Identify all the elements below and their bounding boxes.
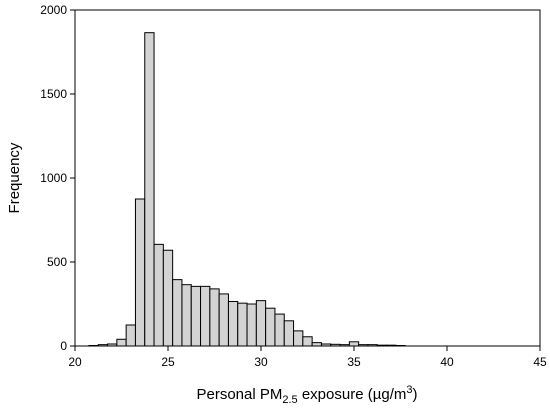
histogram-bar <box>116 338 127 347</box>
x-tick-label: 45 <box>533 355 547 369</box>
x-tick-label: 20 <box>68 355 82 369</box>
histogram-bar <box>246 303 257 347</box>
histogram-bar <box>358 344 369 347</box>
x-tick-label: 25 <box>161 355 175 369</box>
histogram-bar <box>181 284 192 347</box>
histogram-bar <box>144 32 155 347</box>
histogram-bar <box>386 344 397 347</box>
y-axis-title: Frequency <box>6 142 23 213</box>
histogram-bar <box>255 300 267 347</box>
x-tick-label: 35 <box>347 355 361 369</box>
x-axis-title: Personal PM2.5 exposure (µg/m3) <box>197 384 418 406</box>
histogram-bar <box>330 343 341 347</box>
histogram-bar <box>190 285 202 347</box>
y-tick-label: 0 <box>60 339 67 353</box>
histogram-bar <box>227 300 239 347</box>
histogram-bar <box>200 285 211 347</box>
histogram-bar <box>274 313 285 347</box>
y-tick-label: 2000 <box>40 3 67 17</box>
histogram-bar <box>237 302 248 347</box>
histogram-bar <box>97 344 109 347</box>
x-tick-label: 40 <box>440 355 454 369</box>
y-axis-ticks: 0 500 1000 1500 2000 <box>40 3 75 353</box>
histogram-bar <box>209 288 220 347</box>
bars-group <box>88 32 406 347</box>
histogram-bar <box>107 343 118 347</box>
histogram-bar <box>293 330 304 347</box>
histogram-bar <box>153 243 164 347</box>
y-tick-label: 500 <box>47 255 67 269</box>
histogram-bar <box>283 320 295 347</box>
histogram-bar <box>311 342 322 347</box>
x-axis-ticks: 20 25 30 35 40 45 <box>68 346 547 369</box>
histogram-bar <box>395 344 406 347</box>
histogram-bar <box>348 341 360 347</box>
histogram-bar <box>265 307 276 347</box>
histogram-bar <box>376 344 388 347</box>
x-tick-label: 30 <box>254 355 268 369</box>
y-tick-label: 1500 <box>40 87 67 101</box>
y-tick-label: 1000 <box>40 171 67 185</box>
histogram-bar <box>367 344 378 347</box>
histogram-bar <box>172 279 183 347</box>
histogram-bar <box>320 343 332 347</box>
histogram-bar <box>88 344 99 347</box>
histogram-bar <box>125 324 136 347</box>
histogram-bar <box>339 344 350 347</box>
histogram-bar <box>134 198 146 347</box>
histogram-bar <box>162 249 174 347</box>
histogram-bar <box>218 293 229 347</box>
histogram-bar <box>302 336 313 347</box>
